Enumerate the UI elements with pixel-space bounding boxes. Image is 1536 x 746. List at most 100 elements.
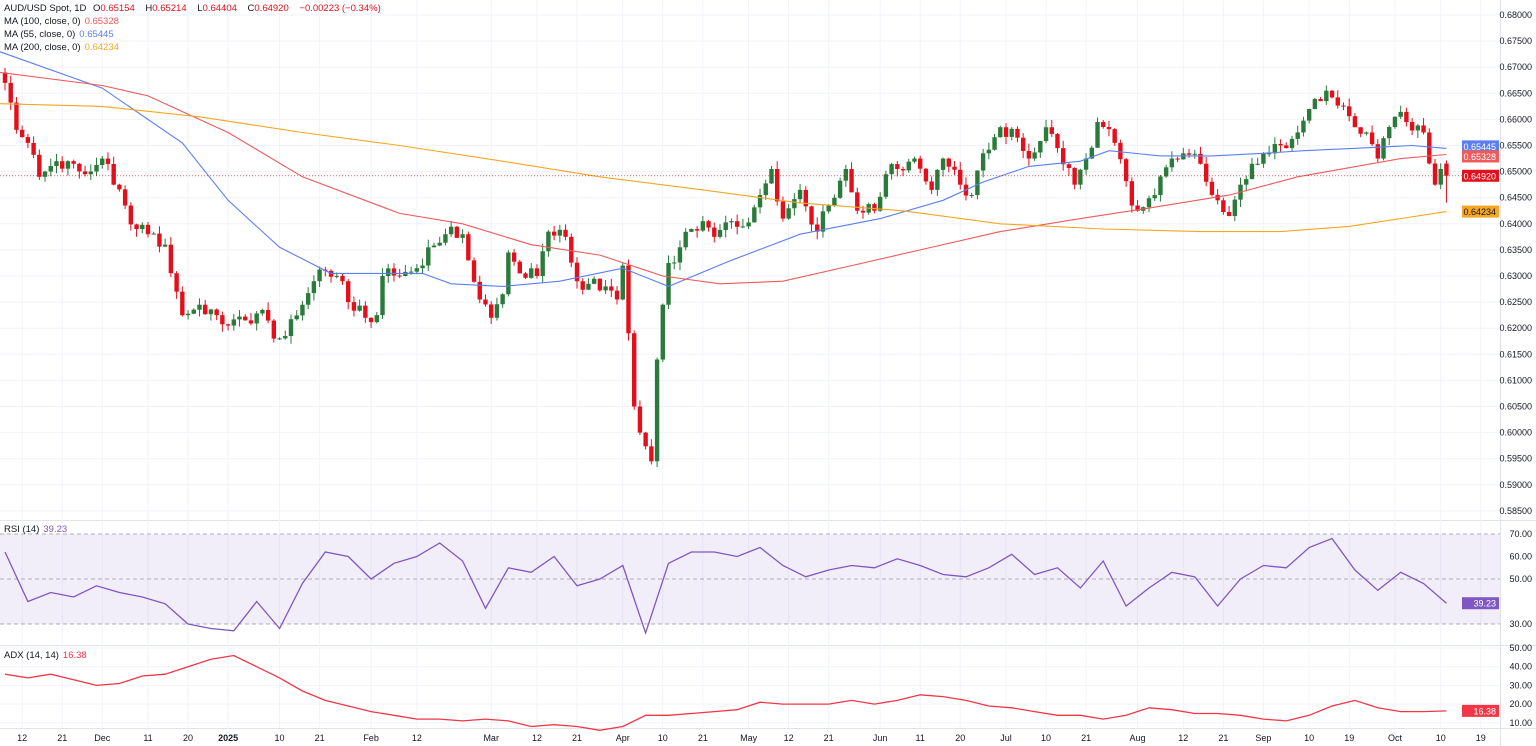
candle-up (317, 269, 322, 282)
time-axis-label: 10 (1304, 733, 1314, 743)
candle-up (1009, 128, 1014, 137)
candle-up (763, 183, 768, 196)
time-axis-label: 21 (315, 733, 325, 743)
ma200-legend[interactable]: MA (200, close, 0) 0.64234 (4, 42, 123, 53)
time-axis-label: 10 (1436, 733, 1446, 743)
candle-up (1043, 127, 1049, 142)
adx-legend[interactable]: ADX (14, 14) 16.38 (4, 650, 91, 661)
candle-down (649, 446, 654, 462)
candle-down (346, 281, 351, 303)
candle-up (1387, 127, 1392, 139)
candle-up (437, 242, 442, 246)
candle-up (986, 149, 992, 154)
candle-down (1026, 150, 1032, 159)
candle-up (300, 304, 305, 316)
candle-down (248, 320, 254, 324)
ma55-legend[interactable]: MA (55, close, 0) 0.65445 (4, 29, 118, 40)
high-label: H (145, 3, 153, 14)
candle-down (489, 304, 494, 318)
candle-down (157, 233, 162, 247)
time-axis-label: 19 (1476, 733, 1486, 743)
ma100-legend[interactable]: MA (100, close, 0) 0.65328 (4, 16, 123, 27)
price-axis-label: 0.62000 (1499, 323, 1532, 333)
candle-down (706, 221, 711, 228)
price-axis-label: 0.66000 (1499, 114, 1532, 124)
low-value: 0.64404 (202, 3, 237, 14)
candle-up (197, 304, 202, 310)
candle-up (1295, 132, 1300, 139)
candle-up (1244, 179, 1249, 185)
candle-down (1221, 200, 1226, 212)
candle-up (448, 226, 454, 235)
candle-up (820, 211, 826, 232)
candle-down (1101, 122, 1106, 127)
candle-down (466, 234, 471, 261)
candle-up (311, 281, 317, 294)
candle-up (529, 268, 534, 278)
candle-down (225, 324, 231, 326)
adx-axis-label: 10.00 (1509, 718, 1532, 728)
candle-down (1123, 159, 1129, 182)
candle-up (294, 315, 299, 320)
change-value: −0.00223 (−0.34%) (299, 3, 381, 14)
candle-down (1284, 145, 1289, 149)
candle-up (540, 251, 545, 276)
candle-up (414, 268, 420, 272)
candle-up (283, 336, 288, 339)
candle-up (591, 278, 597, 284)
candle-up (1398, 111, 1403, 117)
candle-down (454, 226, 460, 238)
candle-up (843, 168, 849, 181)
time-axis-label: 21 (698, 733, 708, 743)
candle-down (632, 333, 637, 407)
candle-up (408, 271, 414, 273)
candle-up (334, 275, 339, 277)
candle-up (288, 319, 294, 337)
candle-up (992, 137, 997, 150)
candle-up (460, 234, 465, 238)
time-axis-label: Jul (1000, 733, 1012, 743)
candle-down (1404, 111, 1409, 123)
candle-up (1249, 163, 1255, 180)
candle-down (1003, 127, 1009, 137)
price-badge (1462, 205, 1499, 218)
candle-up (935, 169, 940, 190)
candle-up (94, 164, 99, 172)
candle-down (1055, 133, 1060, 149)
time-axis-label: Mar (483, 733, 499, 743)
candle-down (775, 168, 780, 202)
rsi-value: 39.23 (43, 524, 68, 535)
rsi-legend[interactable]: RSI (14) 39.23 (4, 524, 71, 535)
candle-down (1204, 163, 1209, 182)
candle-up (654, 359, 660, 462)
candle-down (471, 260, 477, 282)
candle-up (700, 221, 706, 231)
price-badge-label: 0.64234 (1463, 207, 1496, 217)
candle-down (895, 164, 900, 169)
candle-down (82, 171, 88, 175)
candle-down (569, 236, 574, 263)
candle-up (889, 164, 894, 175)
ma55-value: 0.65445 (79, 29, 114, 40)
time-axis-label: 2025 (218, 733, 238, 743)
candle-up (1192, 153, 1197, 155)
price-axis-label: 0.64000 (1499, 219, 1532, 229)
candle-down (477, 281, 482, 300)
candle-down (1015, 128, 1020, 138)
candle-down (363, 305, 368, 318)
rsi-line (4, 537, 1447, 636)
ohlc-low: L0.64404 (197, 3, 241, 14)
candle-down (111, 163, 116, 185)
candle-up (380, 276, 385, 316)
candle-down (712, 227, 717, 237)
candle-down (37, 154, 42, 177)
candle-up (374, 315, 379, 323)
time-axis-label: 21 (1081, 733, 1091, 743)
candle-up (1089, 147, 1094, 159)
price-axis-label: 0.58500 (1499, 506, 1532, 516)
close-value: 0.64920 (254, 3, 289, 14)
candle-up (912, 158, 917, 162)
candle-down (923, 168, 929, 182)
candle-up (797, 189, 803, 200)
